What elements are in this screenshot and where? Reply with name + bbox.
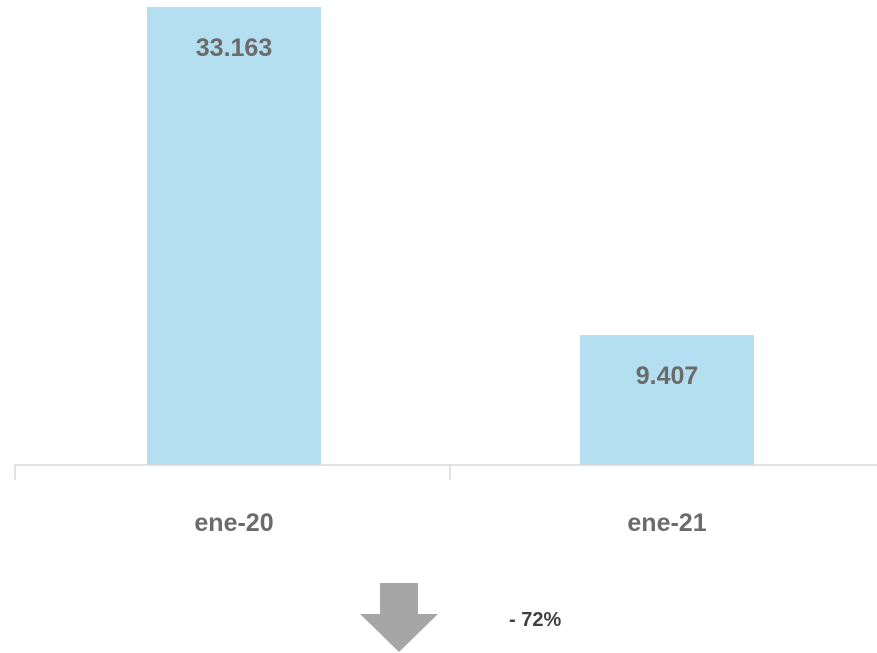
- category-label: ene-20: [194, 509, 273, 537]
- change-indicator: - 72%: [360, 583, 561, 652]
- category-label: ene-21: [627, 509, 706, 537]
- bar-ene-21: [580, 335, 754, 465]
- category-labels: ene-20 ene-21: [194, 509, 706, 537]
- x-axis: [14, 464, 877, 480]
- bar-ene-20: [147, 7, 321, 465]
- bars-group: 33.163 9.407: [147, 7, 754, 465]
- change-percent-label: - 72%: [509, 609, 561, 631]
- data-label: 33.163: [196, 34, 272, 62]
- down-arrow-icon: [360, 583, 438, 652]
- data-label: 9.407: [636, 362, 699, 390]
